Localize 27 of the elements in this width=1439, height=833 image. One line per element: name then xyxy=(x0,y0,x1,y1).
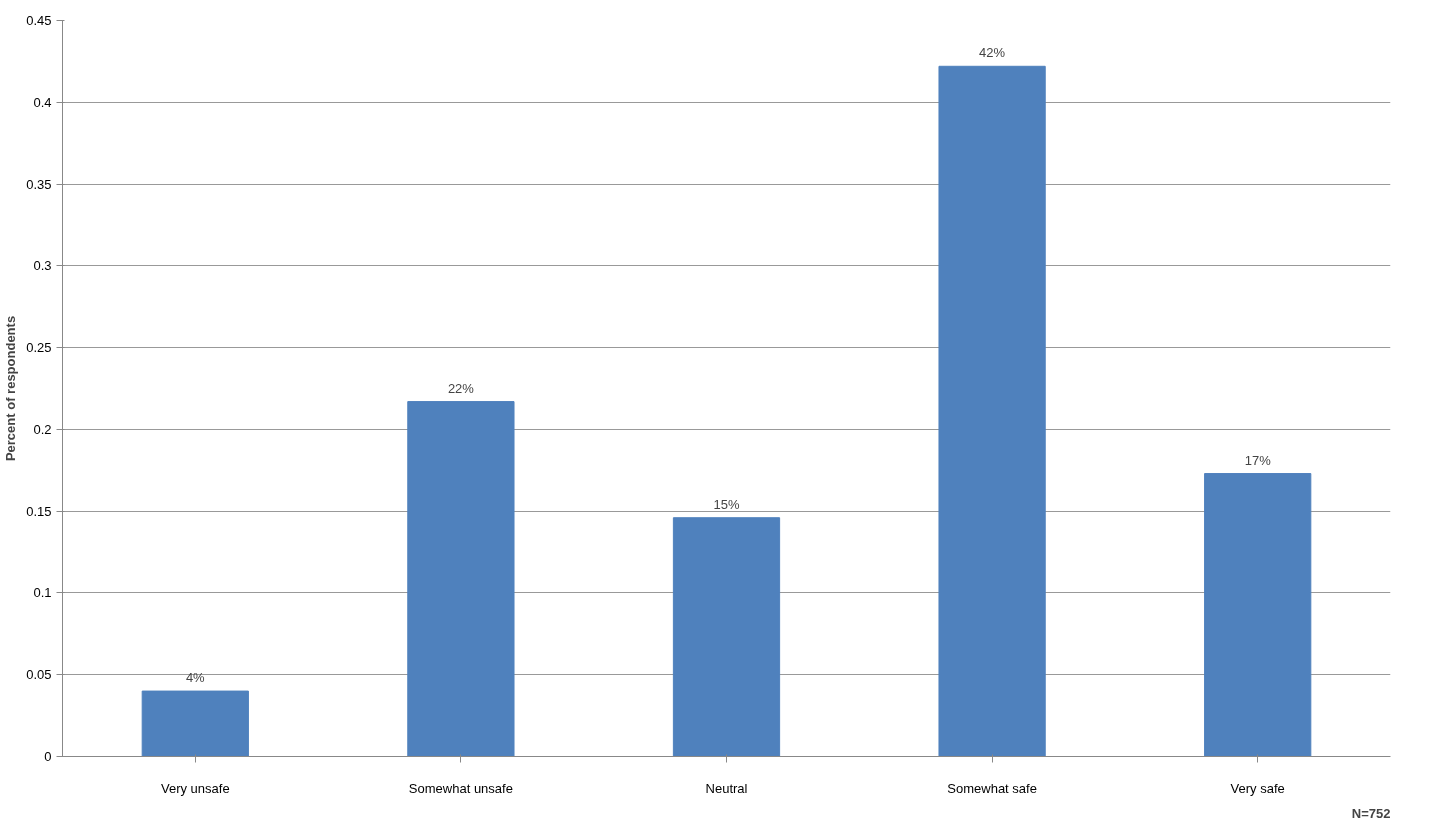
y-tick-label: 0.3 xyxy=(33,258,52,274)
bar xyxy=(672,517,781,757)
x-tick-label: Somewhat unsafe xyxy=(408,780,513,796)
x-tick-label: Very safe xyxy=(1230,780,1285,796)
y-tick-label: 0.35 xyxy=(26,176,52,192)
bar xyxy=(141,690,249,757)
y-tick-label: 0.4 xyxy=(33,94,52,110)
x-tick-label: Neutral xyxy=(705,780,748,796)
bar xyxy=(938,65,1046,757)
y-tick-label: 0 xyxy=(44,749,52,764)
data-label: 42% xyxy=(979,45,1006,61)
y-tick-label: 0.2 xyxy=(33,421,52,437)
data-label: 4% xyxy=(185,670,206,686)
y-tick-label: 0.1 xyxy=(33,585,52,601)
data-label: 22% xyxy=(447,380,475,396)
y-axis-title: Percent of respondents xyxy=(3,315,19,462)
y-tick-label: 0.45 xyxy=(26,13,52,28)
text: N=752 xyxy=(1351,805,1391,821)
y-tick-label: 0.25 xyxy=(26,340,52,356)
data-label: 17% xyxy=(1244,452,1272,468)
y-tick-label: 0.15 xyxy=(26,503,52,519)
data-label: 15% xyxy=(713,496,740,512)
bar xyxy=(1204,473,1312,757)
x-tick-label: Somewhat safe xyxy=(947,780,1037,796)
y-tick-label: 0.05 xyxy=(26,667,52,683)
bar xyxy=(407,401,515,757)
x-tick-label: Very unsafe xyxy=(160,780,230,796)
